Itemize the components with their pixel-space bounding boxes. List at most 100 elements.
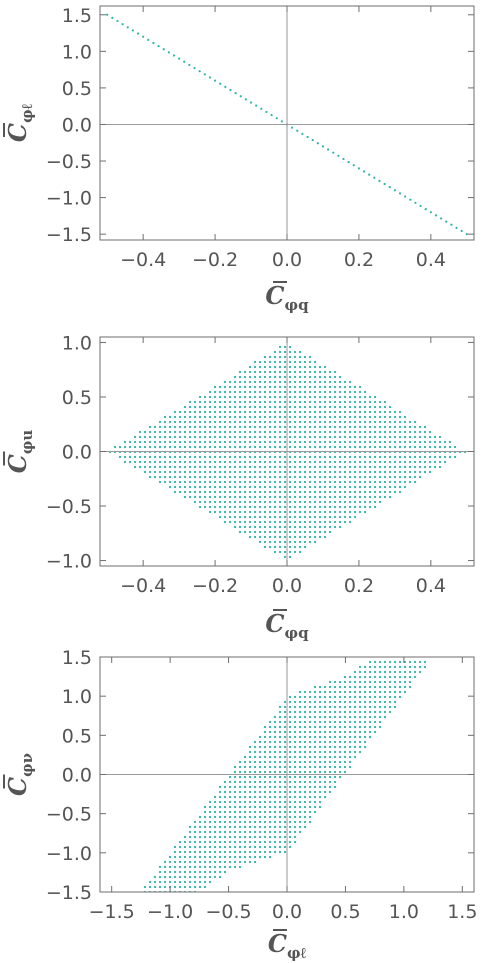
data-point [268,520,272,524]
data-point [283,765,287,769]
data-point [248,845,252,849]
data-point [303,415,307,419]
data-point [298,500,302,504]
data-point [223,380,227,384]
data-point [428,430,432,434]
data-point [323,490,327,494]
data-point [348,735,352,739]
data-point [258,480,262,484]
data-point [248,435,252,439]
data-point [263,545,267,549]
data-point [353,455,357,459]
data-point [413,455,417,459]
data-point [233,395,237,399]
data-point [173,410,177,414]
data-point [343,405,347,409]
data-point [288,355,292,359]
data-point [238,830,242,834]
data-point [343,705,347,709]
data-point [188,850,192,854]
data-point [333,385,337,389]
data-point [223,870,227,874]
data-point [428,455,432,459]
data-point [228,810,232,814]
y-tick-label: −0.5 [46,804,92,826]
data-point [283,725,287,729]
data-point [283,375,287,379]
data-point [393,425,397,429]
data-point [313,390,317,394]
data-point [198,465,202,469]
data-point [323,405,327,409]
data-point [313,360,317,364]
data-point [243,485,247,489]
data-point [318,480,322,484]
data-point [413,440,417,444]
data-point [238,430,242,434]
data-point [173,860,177,864]
data-point [378,695,382,699]
data-point [243,525,247,529]
data-point [138,435,142,439]
data-point [323,400,327,404]
data-point [298,420,302,424]
x-tick-label: −0.2 [192,249,238,271]
data-point [303,810,307,814]
data-point [208,400,212,404]
data-point [428,445,432,449]
data-point [198,830,202,834]
data-point [263,785,267,789]
data-point [328,515,332,519]
data-point [213,505,217,509]
data-point [438,465,442,469]
data-point [288,375,292,379]
data-point [278,540,282,544]
data-point [383,430,387,434]
data-point [288,715,292,719]
data-point [228,380,232,384]
data-point [338,415,342,419]
x-tick-label: −0.4 [120,575,166,597]
data-point [333,735,337,739]
data-point [263,445,267,449]
data-point [203,395,207,399]
data-point [348,695,352,699]
data-point [308,520,312,524]
data-point [208,835,212,839]
y-tick-label: 1.5 [62,647,92,669]
data-point [208,435,212,439]
data-point [373,430,377,434]
data-point [263,365,267,369]
data-point [323,735,327,739]
data-point [278,505,282,509]
data-point [253,375,257,379]
data-point [203,505,207,509]
data-point [348,385,352,389]
data-point [388,700,392,704]
data-point [228,790,232,794]
data-point [208,865,212,869]
data-point [193,415,197,419]
data-point [308,695,312,699]
data-point [303,460,307,464]
data-point [338,480,342,484]
data-point [213,825,217,829]
data-point [298,825,302,829]
data-point [308,810,312,814]
data-point [218,825,222,829]
data-point [123,445,127,449]
data-point [253,795,257,799]
data-point [208,825,212,829]
data-point [228,865,232,869]
data-point [288,555,292,559]
data-point [318,405,322,409]
data-point [293,410,297,414]
data-point [233,475,237,479]
data-point [383,660,387,664]
data-point [358,470,362,474]
data-point [308,430,312,434]
data-point [203,440,207,444]
data-point [268,840,272,844]
data-point [158,865,162,869]
data-point [253,820,257,824]
